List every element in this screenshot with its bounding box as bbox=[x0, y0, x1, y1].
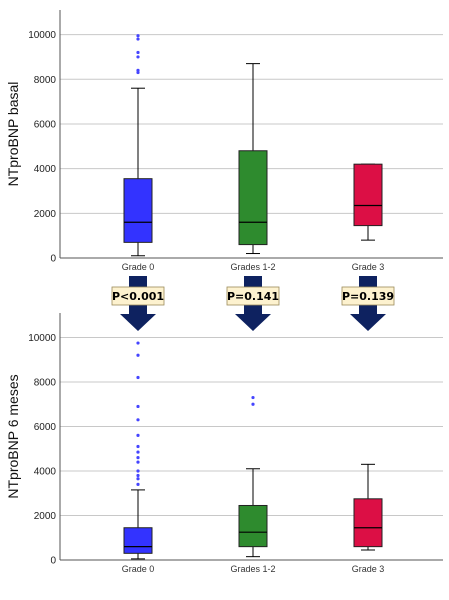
outlier-point bbox=[136, 375, 140, 380]
y-tick-label: 10000 bbox=[28, 30, 56, 41]
top-boxplot-panel: 0 2000 4000 6000 8000 10000 NTproBNP basal Grad… bbox=[5, 10, 443, 272]
y-tick-label: 0 bbox=[50, 254, 56, 265]
pvalue-arrow-2: P=0.141 bbox=[226, 276, 280, 331]
box-body bbox=[123, 527, 153, 554]
box-1 bbox=[123, 341, 153, 560]
y-tick-label: 4000 bbox=[34, 164, 57, 175]
category-label: Grade 3 bbox=[352, 262, 385, 272]
category-label: Grades 1-2 bbox=[230, 262, 275, 272]
outlier-point bbox=[136, 469, 140, 473]
category-label: Grade 0 bbox=[122, 564, 155, 574]
outlier-point bbox=[136, 482, 140, 486]
outlier-point bbox=[136, 37, 140, 41]
pvalue-box bbox=[341, 286, 395, 306]
box-body bbox=[353, 498, 383, 548]
pvalue-label: P=0.141 bbox=[227, 290, 279, 303]
pvalue-box bbox=[111, 286, 165, 306]
outlier-point bbox=[136, 68, 140, 72]
pvalue-label: P<0.001 bbox=[112, 290, 164, 303]
outlier-point bbox=[136, 404, 140, 409]
outlier-point bbox=[136, 460, 140, 464]
outlier-point bbox=[251, 402, 255, 406]
y-tick-label: 8000 bbox=[34, 75, 57, 86]
box-2 bbox=[238, 63, 268, 255]
pvalue-arrow-1: P<0.001 bbox=[111, 276, 165, 331]
y-tick-label: 8000 bbox=[34, 377, 57, 388]
box-body bbox=[353, 163, 383, 227]
y-tick-label: 6000 bbox=[34, 422, 57, 433]
outlier-point bbox=[136, 433, 140, 437]
outlier-point bbox=[136, 341, 140, 345]
outlier-point bbox=[136, 50, 140, 55]
box-body bbox=[123, 178, 153, 243]
outlier-point bbox=[136, 418, 140, 422]
bottom-boxplot-panel: 0 2000 4000 6000 8000 10000 NTproBNP 6 meses Gr… bbox=[5, 313, 443, 574]
y-tick-label: 0 bbox=[50, 556, 56, 567]
y-axis-label: NTproBNP 6 meses bbox=[5, 374, 21, 498]
y-tick-label: 2000 bbox=[34, 511, 57, 522]
box-3 bbox=[353, 463, 383, 551]
pvalue-box bbox=[226, 286, 280, 306]
outlier-point bbox=[136, 477, 140, 481]
y-axis-label: NTproBNP basal bbox=[5, 82, 21, 187]
category-label: Grade 3 bbox=[352, 564, 385, 574]
outlier-point bbox=[136, 55, 140, 59]
pvalue-arrows: P<0.001 P=0.141 P=0.139 bbox=[111, 276, 395, 331]
box-1 bbox=[123, 34, 153, 257]
y-tick-label: 4000 bbox=[34, 466, 57, 477]
outlier-point bbox=[136, 473, 140, 478]
box-3 bbox=[353, 163, 383, 241]
box-body bbox=[238, 504, 268, 548]
outlier-point bbox=[251, 395, 255, 400]
outlier-point bbox=[136, 456, 140, 460]
outlier-point bbox=[136, 353, 140, 357]
category-label: Grades 1-2 bbox=[230, 564, 275, 574]
box-body bbox=[238, 150, 268, 246]
pvalue-label: P=0.139 bbox=[342, 290, 394, 303]
outlier-point bbox=[136, 450, 140, 454]
box-2 bbox=[238, 395, 268, 558]
outlier-point bbox=[136, 70, 140, 75]
y-tick-label: 10000 bbox=[28, 333, 56, 344]
pvalue-arrow-3: P=0.139 bbox=[341, 276, 395, 331]
outlier-point bbox=[136, 444, 140, 449]
category-label: Grade 0 bbox=[122, 262, 155, 272]
y-tick-label: 2000 bbox=[34, 209, 57, 220]
y-tick-label: 6000 bbox=[34, 119, 57, 130]
outlier-point bbox=[136, 34, 140, 38]
